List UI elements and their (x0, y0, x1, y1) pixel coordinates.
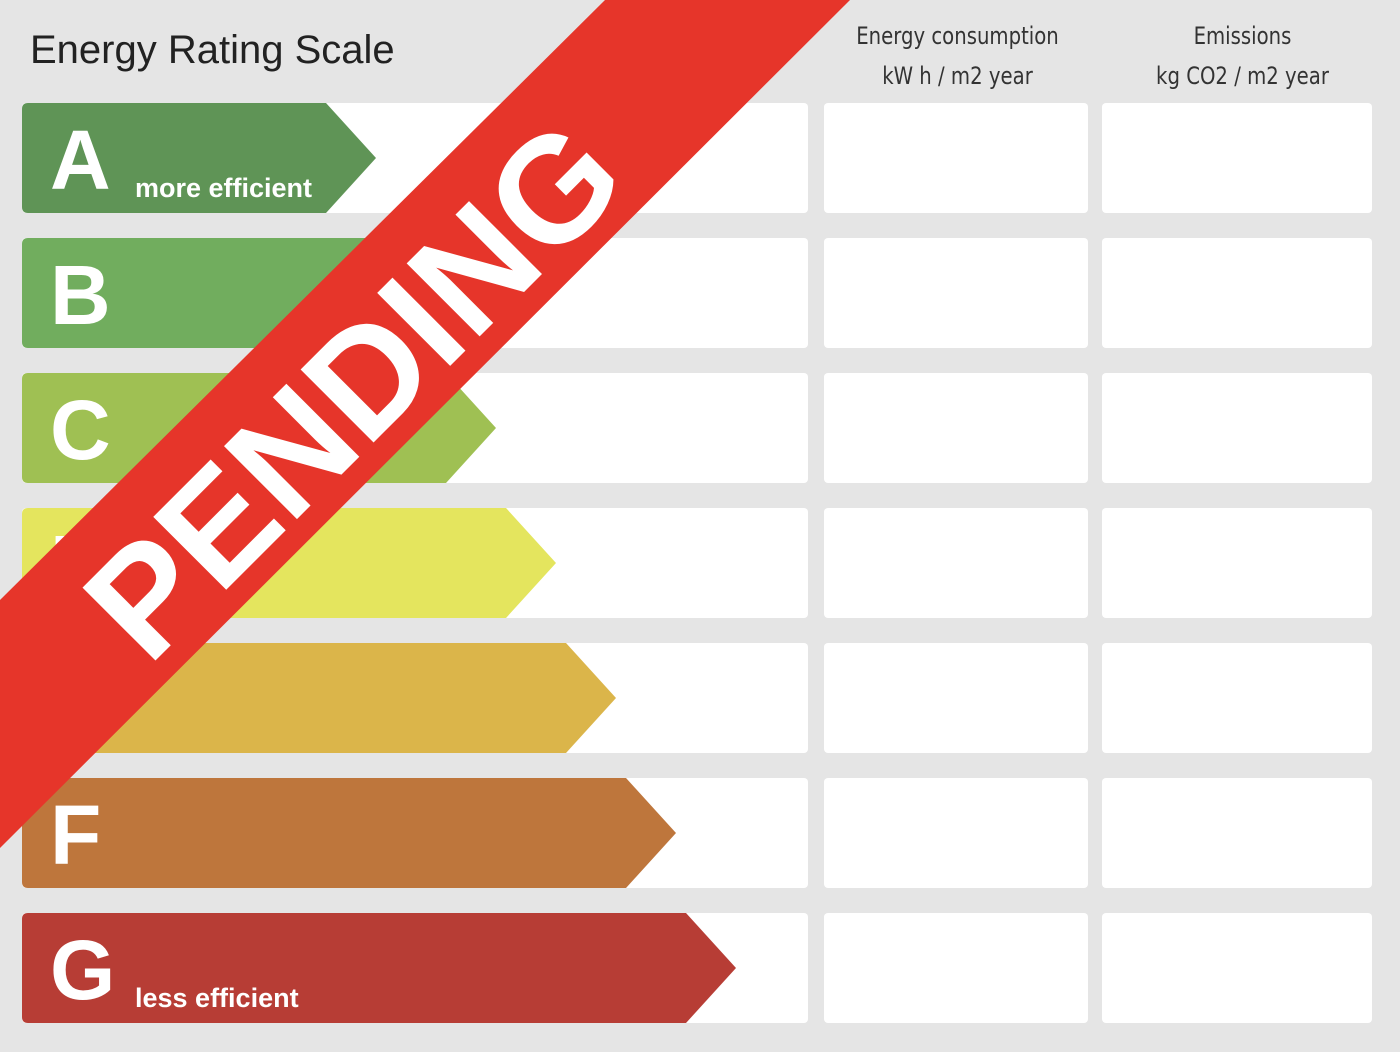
rating-letter: B (50, 248, 111, 342)
emissions-header-unit: kg CO2 / m2 year (1156, 62, 1329, 90)
rating-arrow-shape (22, 778, 676, 888)
rating-letter: G (50, 923, 116, 1017)
rating-letter: C (50, 383, 111, 477)
rating-label: less efficient (135, 983, 299, 1013)
energy-cell (824, 643, 1088, 753)
rating-arrow-shape (22, 103, 376, 213)
rating-letter: F (50, 788, 102, 882)
emissions-cell (1102, 373, 1372, 483)
rating-arrow-shape (22, 913, 736, 1023)
emissions-cell (1102, 238, 1372, 348)
banner-text: PENDING (52, 88, 654, 690)
banner-stripe (0, 0, 850, 848)
rating-arrow-a (22, 103, 376, 213)
emissions-cell (1102, 778, 1372, 888)
energy-cell (824, 238, 1088, 348)
rating-arrow-g (22, 913, 736, 1023)
emissions-cell (1102, 643, 1372, 753)
rating-label: more efficient (135, 173, 313, 203)
emissions-cell (1102, 103, 1372, 213)
energy-consumption-header: Energy consumption kW h / m2 year (841, 16, 1075, 96)
energy-cell (824, 373, 1088, 483)
emissions-cell (1102, 508, 1372, 618)
energy-header-line1: Energy consumption (856, 22, 1059, 50)
emissions-header-line1: Emissions (1193, 22, 1292, 50)
energy-cell (824, 103, 1088, 213)
emissions-cell (1102, 913, 1372, 1023)
energy-cell (824, 778, 1088, 888)
energy-header-unit: kW h / m2 year (882, 62, 1033, 90)
rating-arrow-f (22, 778, 676, 888)
page-title: Energy Rating Scale (30, 28, 395, 72)
rating-letter: A (50, 113, 111, 207)
emissions-header: Emissions kg CO2 / m2 year (1126, 16, 1360, 96)
energy-cell (824, 508, 1088, 618)
energy-cell (824, 913, 1088, 1023)
